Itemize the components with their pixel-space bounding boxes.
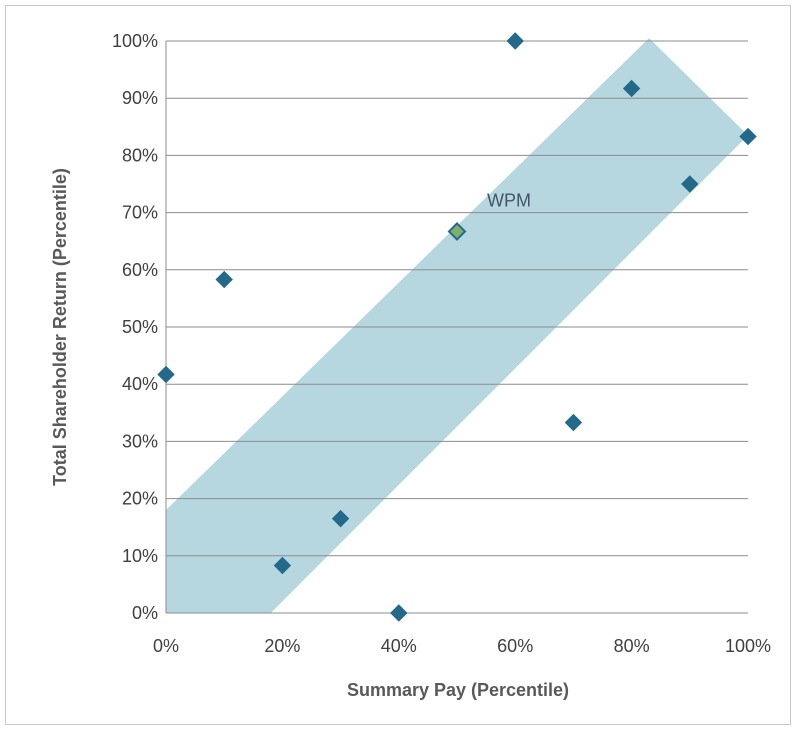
data-point [215,270,233,289]
y-tick-label: 100% [112,31,158,51]
y-tick-label: 10% [122,546,158,566]
y-tick-label: 70% [122,203,158,223]
x-tick-label: 80% [614,636,650,656]
y-tick-label: 0% [132,603,158,623]
y-tick-label: 80% [122,145,158,165]
data-point [739,127,757,146]
gridlines [165,40,748,614]
x-tick-label: 100% [725,636,771,656]
data-point [390,604,408,622]
x-tick-label: 60% [497,636,533,656]
point-label: WPM [487,190,531,210]
y-tick-label: 50% [122,317,158,337]
data-point [273,556,292,575]
y-tick-label: 60% [122,260,158,280]
data-point [506,32,524,50]
data-point [331,509,350,528]
x-axis-title: Summary Pay (Percentile) [347,680,569,700]
x-tick-label: 20% [264,636,300,656]
y-tick-label: 20% [122,489,158,509]
x-tick-label: 40% [381,636,417,656]
annotations: WPM [487,190,531,210]
alignment-band [166,38,748,613]
y-tick-label: 30% [122,431,158,451]
data-point [564,413,583,432]
x-tick-label: 0% [153,636,179,656]
y-tick-label: 90% [122,88,158,108]
y-tick-labels: 0% 10% 20% 30% 40% 50% 60% 70% 80% 90% 100% [112,31,158,623]
x-tick-labels: 0% 20% 40% 60% 80% 100% [153,636,771,656]
data-point [681,175,699,193]
y-tick-label: 40% [122,374,158,394]
data-points [157,32,757,622]
band-layer [166,38,748,613]
data-point [157,365,175,384]
data-point [622,79,641,98]
highlight-point [447,222,467,241]
y-axis-title: Total Shareholder Return (Percentile) [50,168,70,486]
